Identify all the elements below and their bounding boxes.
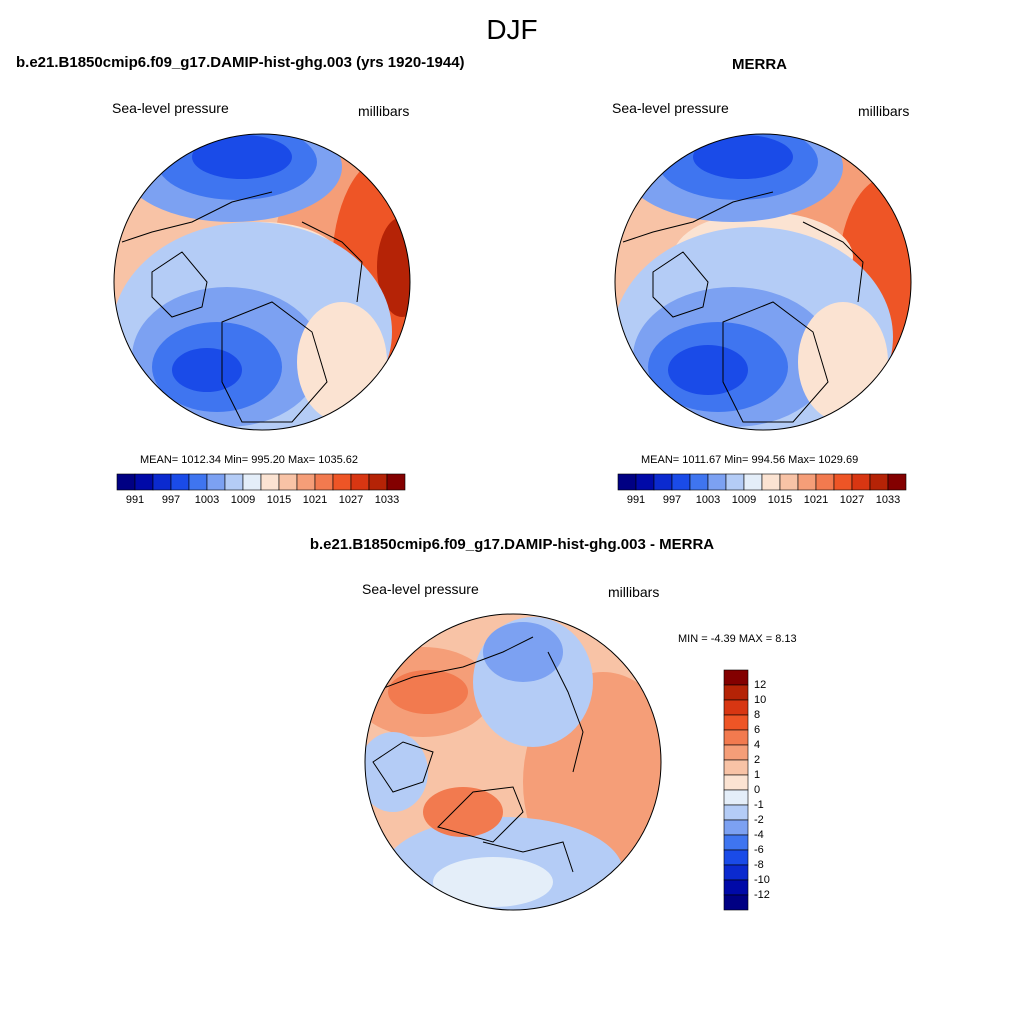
colorbar-tick-label: 1003 — [194, 494, 220, 506]
colorbar-swatch — [887, 473, 907, 491]
colorbar-swatch — [723, 729, 749, 746]
colorbar-swatch — [725, 473, 745, 491]
panel3-title: b.e21.B1850cmip6.f09_g17.DAMIP-hist-ghg.… — [309, 536, 715, 553]
colorbar-tick-label: 0 — [754, 784, 761, 796]
colorbar-swatch — [296, 473, 316, 491]
colorbar-tick-label: 1027 — [839, 494, 865, 506]
colorbar-tick-label: 991 — [125, 494, 145, 506]
colorbar-swatch — [242, 473, 262, 491]
colorbar-tick-label: 997 — [161, 494, 181, 506]
colorbar-swatch — [723, 894, 749, 911]
colorbar-tick-label: -1 — [754, 799, 764, 811]
colorbar-swatch — [723, 879, 749, 896]
colorbar-tick-label: 1021 — [302, 494, 328, 506]
panel1-variable-label: Sea-level pressure — [112, 100, 229, 116]
panel1-units-label: millibars — [358, 103, 410, 119]
colorbar-tick-label: 997 — [662, 494, 682, 506]
panel1-stats: MEAN= 1012.34 Min= 995.20 Max= 1035.62 — [140, 454, 359, 466]
colorbar-swatch — [723, 744, 749, 761]
panel2-variable-label: Sea-level pressure — [612, 100, 729, 116]
colorbar-swatch — [152, 473, 172, 491]
colorbar-model — [116, 473, 406, 491]
polar-map-difference — [364, 613, 662, 911]
colorbar-tick-label: -12 — [754, 889, 770, 901]
colorbar-swatch — [723, 849, 749, 866]
colorbar-swatch — [723, 864, 749, 881]
panel1-title: b.e21.B1850cmip6.f09_g17.DAMIP-hist-ghg.… — [16, 54, 465, 71]
colorbar-tick-label: -2 — [754, 814, 764, 826]
season-title: DJF — [486, 14, 538, 45]
colorbar-swatch — [723, 759, 749, 776]
colorbar-swatch — [689, 473, 709, 491]
panel2-stats: MEAN= 1011.67 Min= 994.56 Max= 1029.69 — [641, 454, 859, 466]
panel3-variable-label: Sea-level pressure — [362, 581, 479, 597]
colorbar-swatch — [314, 473, 334, 491]
colorbar-swatch — [635, 473, 655, 491]
colorbar-swatch — [723, 789, 749, 806]
colorbar-tick-label: 1033 — [374, 494, 400, 506]
panel2-title: MERRA — [732, 56, 787, 73]
colorbar-swatch — [386, 473, 406, 491]
colorbar-swatch — [797, 473, 817, 491]
colorbar-swatch — [723, 669, 749, 686]
colorbar-swatch — [723, 819, 749, 836]
colorbar-swatch — [617, 473, 637, 491]
colorbar-tick-label: 2 — [754, 754, 761, 766]
colorbar-swatch — [833, 473, 853, 491]
colorbar-swatch — [723, 834, 749, 851]
colorbar-swatch — [761, 473, 781, 491]
colorbar-tick-label: -4 — [754, 829, 764, 841]
colorbar-swatch — [723, 804, 749, 821]
colorbar-tick-label: 991 — [626, 494, 646, 506]
colorbar-tick-label: 1009 — [230, 494, 256, 506]
polar-map-merra — [614, 133, 912, 431]
colorbar-tick-label: 1015 — [767, 494, 793, 506]
colorbar-swatch — [869, 473, 889, 491]
colorbar-swatch — [134, 473, 154, 491]
colorbar-swatch — [188, 473, 208, 491]
colorbar-swatch — [723, 714, 749, 731]
colorbar-tick-label: 1021 — [803, 494, 829, 506]
colorbar-swatch — [671, 473, 691, 491]
colorbar-tick-label: 10 — [754, 694, 767, 706]
colorbar-tick-label: 4 — [754, 739, 761, 751]
polar-map-model — [113, 133, 411, 431]
colorbar-tick-label: -8 — [754, 859, 764, 871]
colorbar-swatch — [851, 473, 871, 491]
colorbar-swatch — [206, 473, 226, 491]
panel3-stats: MIN = -4.39 MAX = 8.13 — [678, 633, 797, 645]
colorbar-swatch — [368, 473, 388, 491]
colorbar-swatch — [260, 473, 280, 491]
colorbar-swatch — [116, 473, 136, 491]
colorbar-tick-label: 1033 — [875, 494, 901, 506]
colorbar-tick-label: 12 — [754, 679, 767, 691]
colorbar-tick-label: 8 — [754, 709, 761, 721]
colorbar-swatch — [170, 473, 190, 491]
colorbar-swatch — [653, 473, 673, 491]
panel2-units-label: millibars — [858, 103, 910, 119]
colorbar-tick-label: 1 — [754, 769, 761, 781]
colorbar-swatch — [723, 699, 749, 716]
colorbar-swatch — [332, 473, 352, 491]
colorbar-swatch — [350, 473, 370, 491]
colorbar-tick-label: 1003 — [695, 494, 721, 506]
colorbar-swatch — [278, 473, 298, 491]
colorbar-tick-label: -10 — [754, 874, 770, 886]
colorbar-tick-label: 1027 — [338, 494, 364, 506]
colorbar-swatch — [743, 473, 763, 491]
colorbar-swatch — [779, 473, 799, 491]
colorbar-tick-label: 1015 — [266, 494, 292, 506]
colorbar-tick-label: -6 — [754, 844, 764, 856]
colorbar-tick-label: 1009 — [731, 494, 757, 506]
panel3-units-label: millibars — [608, 584, 660, 600]
colorbar-tick-label: 6 — [754, 724, 761, 736]
colorbar-difference — [723, 669, 749, 911]
colorbar-swatch — [815, 473, 835, 491]
colorbar-swatch — [723, 684, 749, 701]
colorbar-swatch — [723, 774, 749, 791]
colorbar-swatch — [707, 473, 727, 491]
colorbar-swatch — [224, 473, 244, 491]
colorbar-merra — [617, 473, 907, 491]
